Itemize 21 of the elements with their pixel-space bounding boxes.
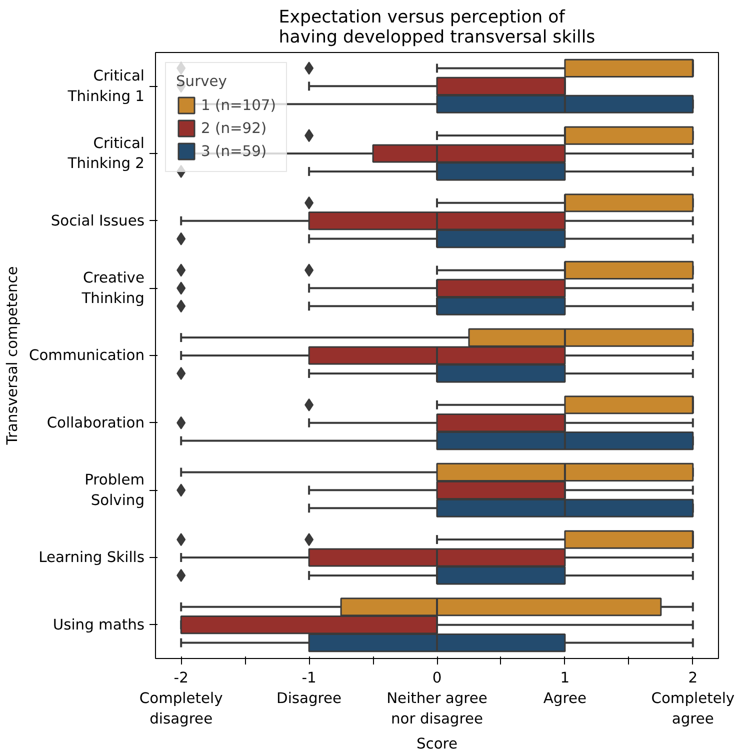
y-tick-label: Critical Thinking 1 [66,67,145,105]
chart-title: Expectation versus perception of having developped transversal skills [278,8,596,48]
y-tick-label: Creative Thinking [80,269,145,307]
y-tick-label: Learning Skills [38,549,145,566]
x-tick-label: -1 Disagree [276,670,342,707]
legend-label: 1 (n=107) [201,96,276,114]
x-tick-label: -2 Completely disagree [139,670,224,728]
y-tick-label: Problem Solving [84,471,145,509]
x-tick-label: 2 Completely agree [651,670,735,728]
legend-label: 3 (n=59) [201,142,267,160]
y-tick-label: Communication [28,347,145,364]
x-axis-title: Score [416,735,458,752]
x-tick-label: 1 Agree [543,670,586,707]
legend-title: Survey [176,73,228,90]
y-tick-label: Collaboration [46,414,145,432]
y-tick-label: Using maths [52,616,145,634]
y-tick-label: Social Issues [50,212,145,230]
x-tick-label: 0 Neither agree nor disagree [386,670,488,728]
y-axis-title: Transversal competence [4,266,21,446]
legend-label: 2 (n=92) [201,120,267,136]
y-tick-label: Critical Thinking 2 [66,134,145,172]
